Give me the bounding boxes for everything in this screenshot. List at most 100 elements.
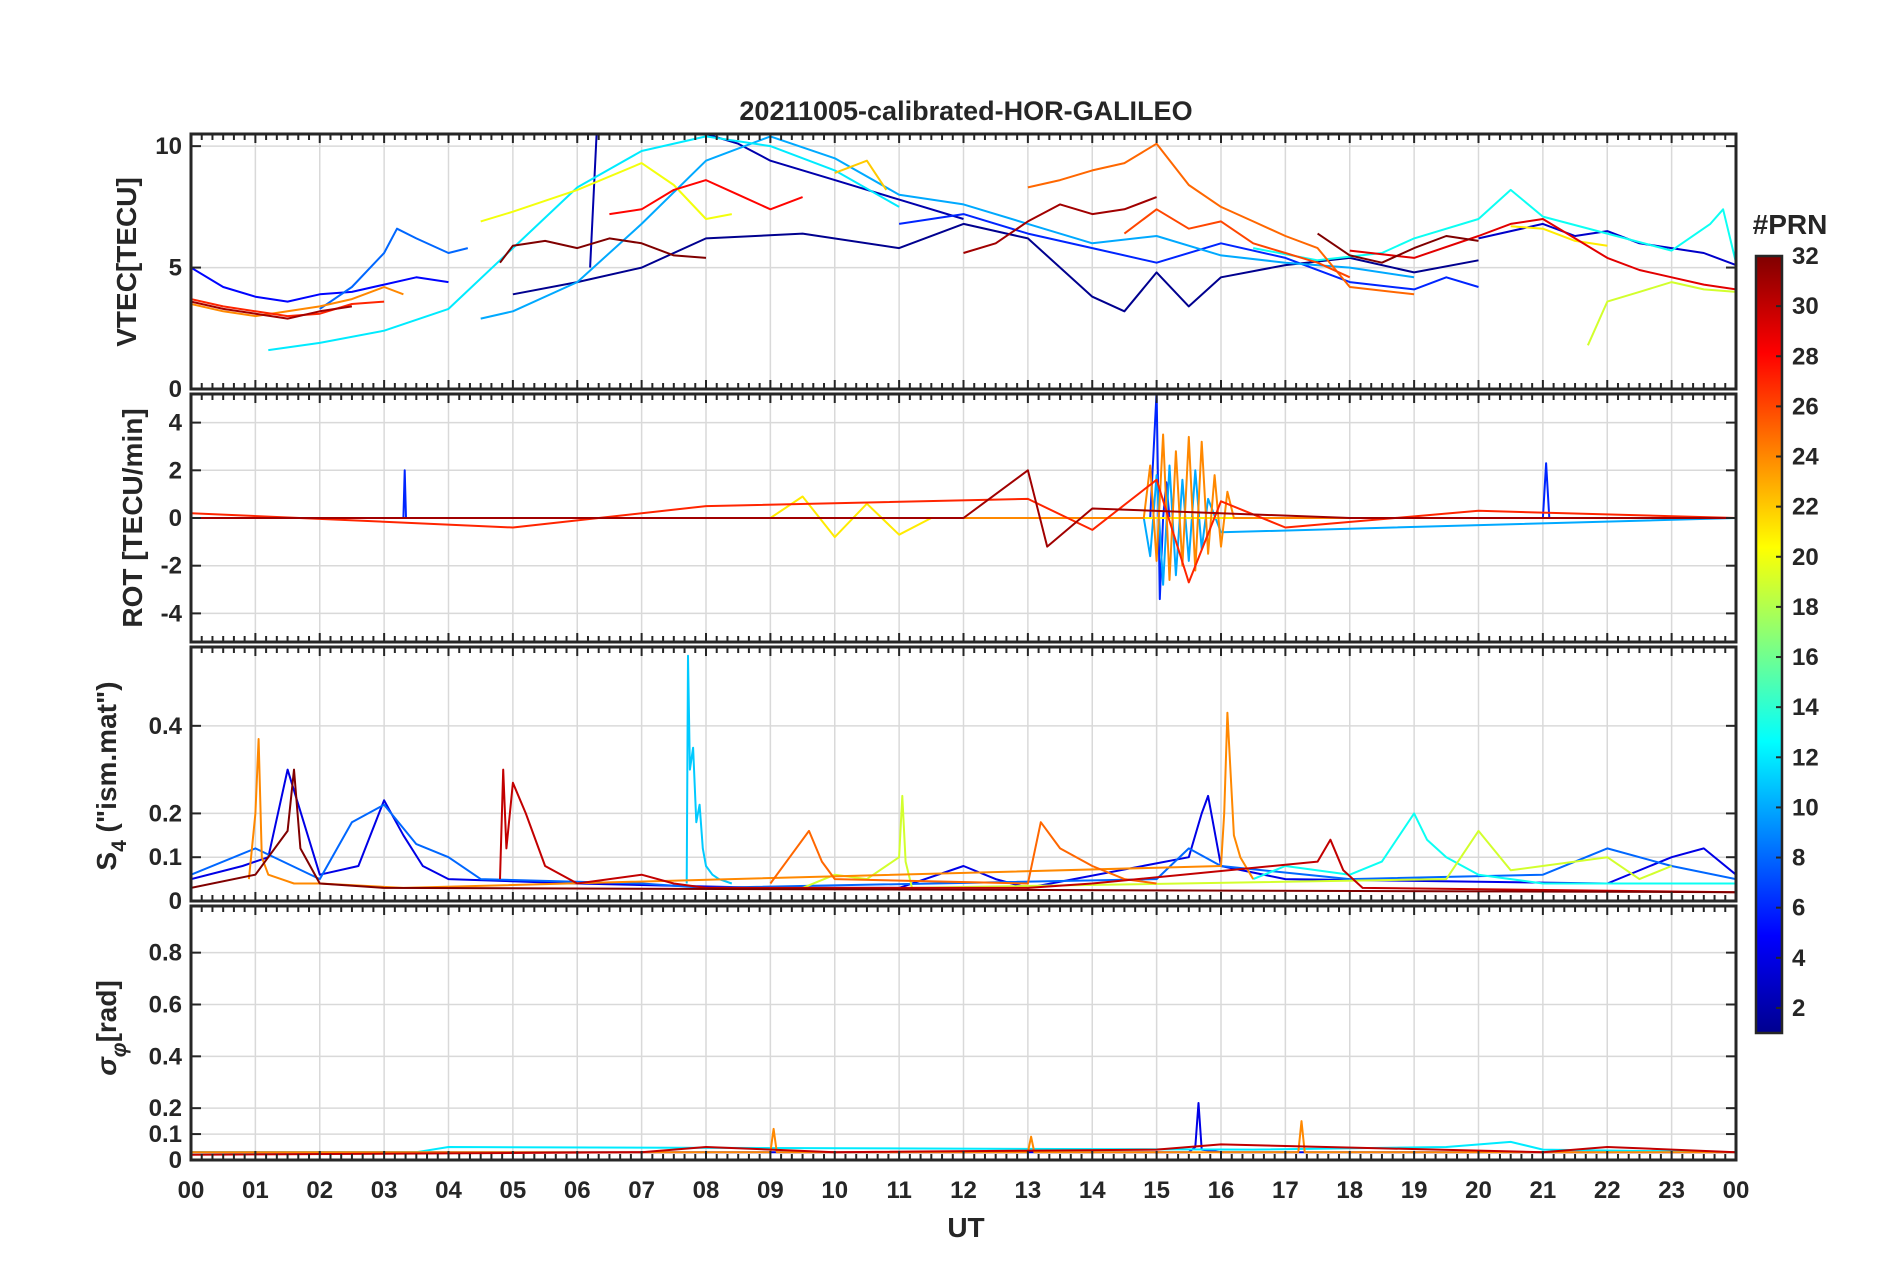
- rot-ytick-label: 0: [169, 505, 182, 532]
- rot-series-group: [191, 394, 1736, 601]
- colorbar-tick-label: 22: [1792, 494, 1819, 521]
- rot-ytick-label: 2: [169, 457, 182, 484]
- x-tick-label: 04: [435, 1177, 462, 1204]
- sigma_phi-ytick-label: 0.1: [149, 1121, 182, 1148]
- sigma_phi-ytick-label: 0.6: [149, 991, 182, 1018]
- colorbar-tick-label: 18: [1792, 594, 1819, 621]
- vtec-ytick-label: 5: [169, 255, 182, 282]
- rot-series-prn-24: [191, 433, 1736, 581]
- colorbar-tick-label: 16: [1792, 644, 1819, 671]
- vtec-series-prn-22: [834, 159, 888, 191]
- vtec-series-prn-32: [1317, 232, 1479, 264]
- rot-ytick-label: -4: [161, 600, 183, 627]
- vtec-series-prn-31: [191, 300, 353, 320]
- x-tick-label: 20: [1465, 1177, 1492, 1204]
- colorbar-tick-label: 20: [1792, 544, 1819, 571]
- vtec-series-prn-10: [480, 135, 1415, 320]
- s4-ylabel-sub: 4: [108, 840, 131, 852]
- s4-ytick-label: 0.1: [149, 844, 182, 871]
- x-tick-label: 13: [1015, 1177, 1042, 1204]
- x-tick-label: 12: [950, 1177, 977, 1204]
- s4-series-prn-8: [191, 803, 1736, 889]
- x-tick-label: 19: [1401, 1177, 1428, 1204]
- colorbar-tick-label: 6: [1792, 895, 1805, 922]
- x-tick-label: 11: [886, 1177, 911, 1204]
- vtec-series-prn-8: [319, 227, 469, 310]
- colorbar-tick-label: 10: [1792, 794, 1819, 821]
- vtec-series-prn-24: [191, 286, 404, 318]
- rot-ytick-label: 4: [169, 410, 183, 437]
- vtec-series-prn-2: [589, 134, 964, 268]
- rot-ylabel: ROT [TECU/min]: [117, 408, 148, 627]
- vtec-series-prn-25: [1027, 142, 1415, 296]
- colorbar-tick-label: 30: [1792, 293, 1819, 320]
- colorbar-gradient: [1754, 254, 1784, 1035]
- x-tick-label: 03: [371, 1177, 398, 1204]
- vtec-series-prn-12: [268, 135, 900, 352]
- rot-series-prn-10: [191, 464, 1736, 586]
- colorbar-tick-label: 2: [1792, 995, 1805, 1022]
- vtec-series-prn-20: [480, 162, 732, 223]
- vtec-series-prn-6: [898, 213, 1479, 291]
- sigma_phi-ytick-label: 0.2: [149, 1095, 182, 1122]
- vtec-series-prn-21: [1510, 225, 1608, 247]
- x-tick-label: 14: [1079, 1177, 1106, 1204]
- rot-panel: -4 -2 0 2 4: [161, 392, 1738, 644]
- colorbar-tick-label: 26: [1792, 393, 1819, 420]
- s4-ytick-label: 0: [169, 888, 182, 915]
- s4-ytick-label: 0.4: [149, 713, 183, 740]
- vtec-ylabel: VTEC[TECU]: [111, 177, 142, 347]
- vtec-series-prn-27: [191, 298, 385, 318]
- x-tick-label: 02: [306, 1177, 333, 1204]
- x-tick-label: 10: [821, 1177, 848, 1204]
- x-tick-label: 05: [500, 1177, 527, 1204]
- colorbar-label: #PRN: [1753, 209, 1828, 240]
- sigma-phi-ylabel-main: σ: [91, 1056, 122, 1076]
- vtec-series-prn-19: [1586, 281, 1736, 346]
- vtec-series-prn-31: [963, 196, 1157, 254]
- sigma-phi-ylabel-rest: [rad]: [91, 980, 122, 1042]
- x-tick-labels: 00 01 02 03 04 05 06 07 08 09 10 11 12 13 14 15 16 17 18 19…: [178, 1177, 1750, 1204]
- x-tick-label: 15: [1143, 1177, 1170, 1204]
- colorbar-tick-label: 14: [1792, 694, 1819, 721]
- rot-series-prn-27: [191, 478, 1736, 584]
- rot-series-prn-21: [191, 495, 1736, 539]
- x-tick-label: 21: [1530, 1177, 1557, 1204]
- s4-series-prn-13: [1252, 812, 1736, 885]
- sigma-phi-panel: 00.10.2 0.4 0.6 0.8: [149, 904, 1738, 1174]
- colorbar-tick-label: 32: [1792, 243, 1819, 270]
- vtec-series-prn-13: [1253, 188, 1736, 263]
- x-tick-label: 00: [178, 1177, 205, 1204]
- x-tick-label: 23: [1658, 1177, 1685, 1204]
- rot-ytick-label: -2: [161, 553, 182, 580]
- vtec-series-prn-29: [1349, 218, 1736, 291]
- rot-series-prn-31: [191, 469, 1736, 548]
- vtec-series-prn-5: [191, 266, 449, 303]
- s4-series-prn-11: [685, 654, 733, 885]
- vtec-panel: 0 5 10: [155, 132, 1738, 403]
- vtec-series-prn-32: [499, 237, 707, 264]
- x-tick-label: 06: [564, 1177, 591, 1204]
- figure-title: 20211005-calibrated-HOR-GALILEO: [739, 96, 1192, 126]
- colorbar-tick-label: 12: [1792, 744, 1819, 771]
- s4-ylabel-main: S: [91, 852, 122, 871]
- x-tick-label: 07: [628, 1177, 655, 1204]
- x-tick-label: 08: [693, 1177, 720, 1204]
- colorbar-tick-label: 28: [1792, 343, 1819, 370]
- s4-panel: 0 0.1 0.2 0.4: [149, 645, 1738, 915]
- x-tick-label: 18: [1336, 1177, 1363, 1204]
- sigma_phi-ytick-label: 0.4: [149, 1043, 183, 1070]
- s4-ytick-label: 0.2: [149, 800, 182, 827]
- sigma_phi-ytick-label: 0.8: [149, 940, 182, 967]
- vtec-ytick-label: 0: [169, 376, 182, 403]
- sigma_phi-series-prn-30: [191, 1143, 1736, 1156]
- s4-series-prn-30: [499, 768, 1736, 894]
- vtec-series-prn-26: [1123, 208, 1351, 279]
- sigma-phi-ylabel: σφ[rad]: [91, 980, 131, 1076]
- vtec-series-prn-28: [609, 179, 803, 216]
- colorbar-tick-label: 24: [1792, 444, 1819, 471]
- x-tick-label: 00: [1723, 1177, 1750, 1204]
- s4-series-prn-25: [769, 821, 1157, 885]
- rot-series-prn-6: [191, 394, 1736, 601]
